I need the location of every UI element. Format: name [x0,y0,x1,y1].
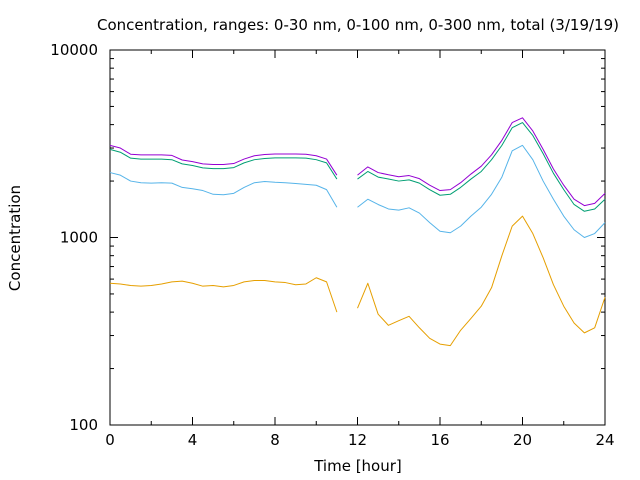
x-tick-label: 4 [188,431,198,449]
x-tick-label: 20 [513,431,532,449]
series-line-2 [109,122,606,212]
x-axis-title: Time [hour] [313,457,402,475]
y-tick-label: 10000 [50,41,98,59]
x-tick-label: 8 [270,431,280,449]
plot-frame [109,49,606,426]
series-line-0 [109,215,606,347]
y-axis-title: Concentration [6,185,24,291]
y-axis: 100 1000 10000 [50,41,605,434]
y-tick-label: 100 [69,416,98,434]
chart-title: Concentration, ranges: 0-30 nm, 0-100 nm… [97,16,619,34]
x-tick-label: 16 [430,431,449,449]
series-line-1 [109,144,606,238]
plot-area-border [109,49,606,426]
x-tick-label: 24 [595,431,614,449]
series-line-3 [109,117,606,207]
x-axis: 0 4 8 12 16 20 24 [105,50,615,449]
x-tick-label: 12 [348,431,367,449]
series-group [109,117,606,347]
x-tick-label: 0 [105,431,115,449]
y-tick-label: 1000 [60,229,98,247]
